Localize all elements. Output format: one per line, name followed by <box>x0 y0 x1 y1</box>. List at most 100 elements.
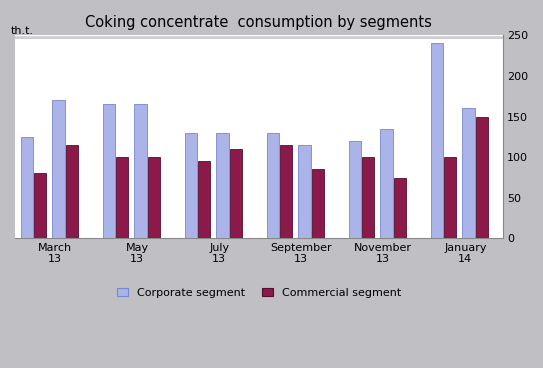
Bar <box>15 36 503 37</box>
Bar <box>217 133 229 238</box>
Bar <box>15 36 503 37</box>
Bar <box>15 36 503 37</box>
Bar <box>15 36 503 37</box>
Bar <box>15 35 503 36</box>
Bar <box>15 36 503 37</box>
Bar <box>476 117 488 238</box>
Bar <box>280 145 292 238</box>
Bar <box>15 36 503 37</box>
Bar <box>15 36 503 37</box>
Bar <box>15 36 503 37</box>
Bar <box>15 36 503 37</box>
Bar <box>15 36 503 37</box>
Bar <box>15 36 503 37</box>
Bar <box>15 36 503 37</box>
Bar <box>15 35 503 36</box>
Bar <box>15 36 503 37</box>
Bar <box>15 35 503 36</box>
Bar <box>15 35 503 36</box>
Bar <box>15 36 503 37</box>
Bar <box>15 36 503 37</box>
Bar <box>15 36 503 37</box>
Bar <box>15 36 503 37</box>
Bar <box>15 36 503 37</box>
Bar <box>15 36 503 37</box>
Bar <box>198 161 210 238</box>
Bar <box>15 36 503 37</box>
Bar <box>15 36 503 37</box>
Bar <box>15 36 503 37</box>
Bar <box>15 36 503 37</box>
Bar <box>15 36 503 38</box>
Bar <box>15 36 503 37</box>
Bar <box>15 36 503 37</box>
Bar <box>463 109 475 238</box>
Bar <box>15 35 503 36</box>
Bar <box>15 36 503 37</box>
Bar <box>15 36 503 37</box>
Bar <box>15 36 503 37</box>
Bar <box>444 157 456 238</box>
Bar <box>15 35 503 36</box>
Bar <box>15 36 503 37</box>
Bar <box>15 36 503 37</box>
Bar <box>15 36 503 37</box>
Bar <box>15 36 503 37</box>
Bar <box>15 36 503 37</box>
Bar <box>15 35 503 36</box>
Bar <box>15 36 503 37</box>
Bar <box>15 36 503 37</box>
Bar <box>15 36 503 37</box>
Bar <box>15 36 503 37</box>
Bar <box>15 36 503 37</box>
Bar <box>15 36 503 37</box>
Bar <box>15 35 503 36</box>
Bar <box>349 141 361 238</box>
Bar <box>15 35 503 36</box>
Bar <box>15 35 503 36</box>
Bar <box>15 36 503 37</box>
Bar <box>15 35 503 36</box>
Bar <box>15 36 503 37</box>
Bar <box>15 36 503 37</box>
Bar <box>34 173 46 238</box>
Bar <box>15 36 503 37</box>
Bar <box>15 35 503 36</box>
Legend: Corporate segment, Commercial segment: Corporate segment, Commercial segment <box>117 288 401 298</box>
Bar <box>15 36 503 37</box>
Bar <box>15 36 503 37</box>
Bar <box>15 36 503 37</box>
Bar <box>15 36 503 37</box>
Bar <box>15 36 503 37</box>
Bar <box>15 36 503 38</box>
Bar <box>116 157 128 238</box>
Bar <box>15 36 503 37</box>
Bar <box>15 36 503 37</box>
Bar <box>15 36 503 37</box>
Bar <box>15 36 503 37</box>
Bar <box>15 36 503 37</box>
Bar <box>15 36 503 37</box>
Bar <box>299 145 311 238</box>
Bar <box>15 36 503 37</box>
Bar <box>15 36 503 37</box>
Bar <box>230 149 242 238</box>
Bar <box>15 35 503 36</box>
Bar <box>15 36 503 37</box>
Bar <box>15 36 503 37</box>
Bar <box>148 157 160 238</box>
Bar <box>15 36 503 37</box>
Bar <box>15 36 503 37</box>
Bar <box>15 36 503 37</box>
Bar <box>15 35 503 36</box>
Bar <box>21 137 33 238</box>
Bar <box>15 35 503 36</box>
Bar <box>15 36 503 37</box>
Bar <box>15 36 503 37</box>
Bar <box>15 36 503 37</box>
Bar <box>15 36 503 37</box>
Bar <box>15 36 503 37</box>
Bar <box>15 35 503 36</box>
Bar <box>15 36 503 37</box>
Bar <box>15 35 503 36</box>
